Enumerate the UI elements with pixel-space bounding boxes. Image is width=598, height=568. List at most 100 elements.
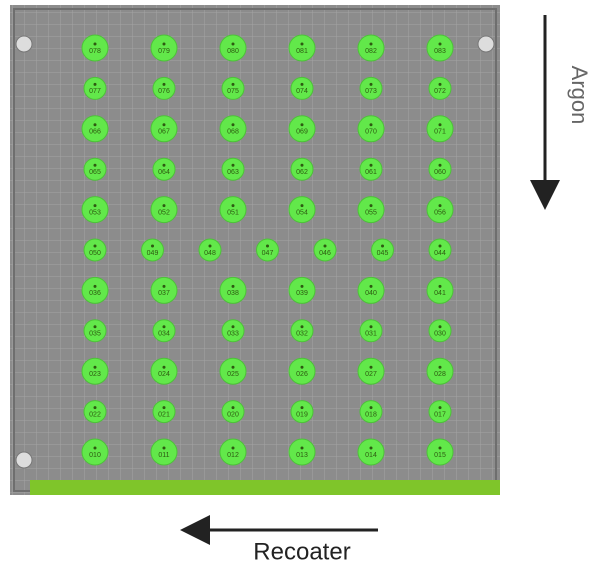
part-label: 011 xyxy=(158,452,169,459)
part-dot xyxy=(163,366,166,369)
part-label: 020 xyxy=(227,411,239,418)
part-label: 039 xyxy=(296,290,308,297)
part-label: 051 xyxy=(227,209,239,216)
plate-bolt xyxy=(16,36,32,52)
part-dot xyxy=(301,123,304,126)
part-dot xyxy=(94,245,97,248)
part-label: 027 xyxy=(365,371,377,378)
part-dot xyxy=(301,164,304,167)
part-label: 017 xyxy=(434,411,446,418)
part-label: 047 xyxy=(262,250,274,257)
part-label: 048 xyxy=(204,250,216,257)
part-dot xyxy=(94,366,97,369)
part-dot xyxy=(301,83,304,86)
part-dot xyxy=(370,406,373,409)
part-label: 074 xyxy=(296,88,308,95)
part-dot xyxy=(324,245,327,248)
part-dot xyxy=(370,366,373,369)
part-label: 046 xyxy=(319,250,331,257)
part-label: 073 xyxy=(365,88,377,95)
part-label: 071 xyxy=(434,129,446,136)
part-label: 079 xyxy=(158,48,170,55)
part-dot xyxy=(232,123,235,126)
part-dot xyxy=(163,325,166,328)
part-dot xyxy=(163,406,166,409)
part-label: 015 xyxy=(434,452,446,459)
part-label: 040 xyxy=(365,290,377,297)
part-dot xyxy=(439,83,442,86)
recoater-strip xyxy=(30,480,500,495)
part-dot xyxy=(163,83,166,86)
part-dot xyxy=(94,43,97,46)
part-dot xyxy=(370,164,373,167)
part-label: 060 xyxy=(434,169,446,176)
part-label: 070 xyxy=(365,129,377,136)
part-dot xyxy=(151,245,154,248)
part-dot xyxy=(301,204,304,207)
part-label: 045 xyxy=(377,250,389,257)
part-dot xyxy=(94,447,97,450)
part-label: 033 xyxy=(227,331,239,338)
part-label: 023 xyxy=(89,371,101,378)
plate-bolt xyxy=(478,36,494,52)
part-dot xyxy=(439,43,442,46)
part-dot xyxy=(439,123,442,126)
part-dot xyxy=(370,447,373,450)
part-label: 078 xyxy=(89,48,101,55)
part-dot xyxy=(163,123,166,126)
part-label: 054 xyxy=(296,209,308,216)
part-dot xyxy=(94,325,97,328)
part-dot xyxy=(439,245,442,248)
part-dot xyxy=(266,245,269,248)
part-label: 055 xyxy=(365,209,377,216)
part-label: 077 xyxy=(89,88,101,95)
part-dot xyxy=(232,366,235,369)
part-label: 026 xyxy=(296,371,308,378)
part-dot xyxy=(163,43,166,46)
part-label: 021 xyxy=(158,411,170,418)
part-label: 019 xyxy=(296,411,308,418)
part-label: 072 xyxy=(434,88,446,95)
part-dot xyxy=(301,406,304,409)
part-dot xyxy=(232,43,235,46)
part-label: 067 xyxy=(158,129,170,136)
part-label: 050 xyxy=(89,250,101,257)
part-dot xyxy=(370,43,373,46)
part-label: 053 xyxy=(89,209,101,216)
part-dot xyxy=(94,285,97,288)
part-dot xyxy=(439,285,442,288)
part-dot xyxy=(232,83,235,86)
part-label: 035 xyxy=(89,331,101,338)
part-label: 032 xyxy=(296,331,308,338)
part-label: 041 xyxy=(434,290,446,297)
part-dot xyxy=(163,285,166,288)
part-dot xyxy=(232,204,235,207)
part-dot xyxy=(232,406,235,409)
part-dot xyxy=(301,325,304,328)
part-label: 038 xyxy=(227,290,239,297)
part-dot xyxy=(439,447,442,450)
part-label: 010 xyxy=(89,452,101,459)
part-label: 075 xyxy=(227,88,239,95)
part-dot xyxy=(232,164,235,167)
recoater-label: Recoater xyxy=(253,538,350,565)
part-label: 052 xyxy=(158,209,170,216)
part-label: 036 xyxy=(89,290,101,297)
part-label: 037 xyxy=(158,290,170,297)
part-dot xyxy=(439,366,442,369)
part-dot xyxy=(439,325,442,328)
part-dot xyxy=(370,285,373,288)
part-dot xyxy=(301,43,304,46)
part-dot xyxy=(381,245,384,248)
part-label: 080 xyxy=(227,48,239,55)
part-label: 022 xyxy=(89,411,101,418)
part-label: 056 xyxy=(434,209,446,216)
part-dot xyxy=(301,447,304,450)
part-dot xyxy=(439,164,442,167)
part-label: 028 xyxy=(434,371,446,378)
part-dot xyxy=(163,204,166,207)
part-dot xyxy=(370,123,373,126)
part-label: 063 xyxy=(227,169,239,176)
part-dot xyxy=(370,204,373,207)
part-label: 076 xyxy=(158,88,170,95)
